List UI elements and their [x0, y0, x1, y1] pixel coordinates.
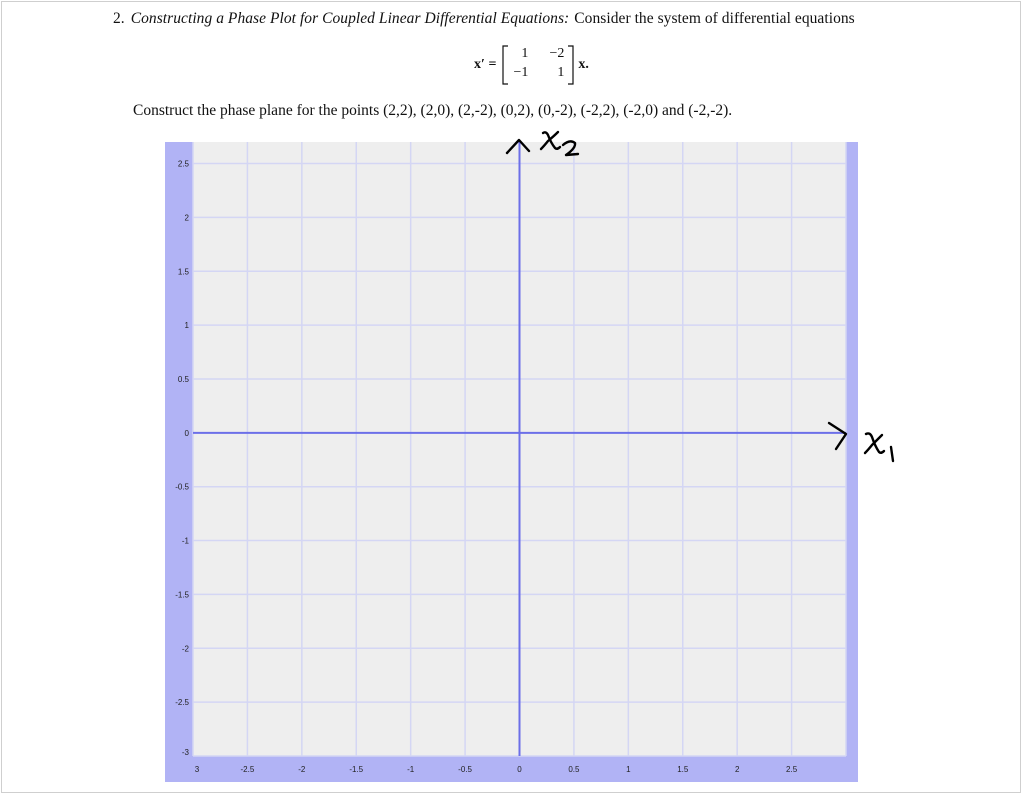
y-tick-label: 2	[185, 213, 190, 222]
x1-axis-annotation: x1	[827, 421, 895, 463]
x-tick-label: 2.5	[786, 765, 798, 774]
x-tick-label: -2.5	[241, 765, 255, 774]
x-tick-labels: 3 -2.5 -2 -1.5 -1 -0.5 0 0.5 1 1.5 2 2.5	[195, 765, 798, 774]
problem-text: Consider the system of differential equa…	[574, 10, 855, 27]
x2-letter-x	[539, 130, 562, 151]
y-tick-label: -2	[182, 644, 190, 653]
y-tick-label: 1.5	[178, 267, 190, 276]
x-tick-label: -1	[407, 765, 415, 774]
x1-subscript-1	[889, 445, 895, 463]
y-tick-label: -0.5	[175, 483, 189, 492]
problem-number: 2.	[113, 10, 125, 27]
problem-title: Constructing a Phase Plot for Coupled Li…	[130, 10, 570, 27]
y-tick-label: -1.5	[175, 590, 189, 599]
x-tick-label: -2	[298, 765, 306, 774]
right-edge-band	[846, 142, 858, 782]
x1-letter-x	[863, 432, 886, 455]
y-tick-label: -1	[182, 537, 190, 546]
x2-arrowhead	[505, 138, 531, 155]
y-tick-labels: 2.5 2 1.5 1 0.5 0 -0.5 -1 -1.5 -2 -2.5 -3	[175, 160, 189, 757]
x2-subscript-2	[561, 140, 580, 157]
x-tick-label: 1.5	[677, 765, 689, 774]
x-tick-label: -0.5	[458, 765, 472, 774]
coefficient-matrix: 1 −2 −1 1	[502, 45, 575, 85]
y-tick-band	[165, 142, 193, 782]
x-tick-label: 2	[735, 765, 740, 774]
x1-arrowhead	[827, 421, 848, 451]
equation-lhs: x′ =	[474, 57, 497, 72]
x-tick-label: 0.5	[568, 765, 580, 774]
y-tick-label: 1	[185, 321, 190, 330]
y-tick-label: 2.5	[178, 160, 190, 169]
x-tick-label: 0	[517, 765, 522, 774]
x-tick-band	[165, 756, 858, 782]
instruction-text: Construct the phase plane for the points…	[133, 102, 733, 119]
differential-equation: x′ = 1 −2 −1 1 x.	[474, 44, 589, 86]
problem-statement: 2. Constructing a Phase Plot for Coupled …	[113, 10, 855, 28]
y-tick-label: -2.5	[175, 698, 189, 707]
matrix-cell-22: 1	[557, 65, 565, 80]
y-tick-label: 0	[185, 429, 190, 438]
x2-axis-annotation: x2	[505, 130, 580, 157]
equation-rhs: x.	[578, 57, 589, 72]
x-tick-label: -1.5	[349, 765, 363, 774]
matrix-cell-11: 1	[521, 46, 529, 61]
matrix-brackets	[502, 45, 575, 85]
x-tick-label: 3	[195, 765, 200, 774]
matrix-cell-21: −1	[513, 65, 529, 80]
x-tick-label: 1	[626, 765, 631, 774]
y-tick-label: 0.5	[178, 375, 190, 384]
y-tick-label: -3	[182, 748, 190, 757]
matrix-cell-12: −2	[549, 46, 565, 61]
